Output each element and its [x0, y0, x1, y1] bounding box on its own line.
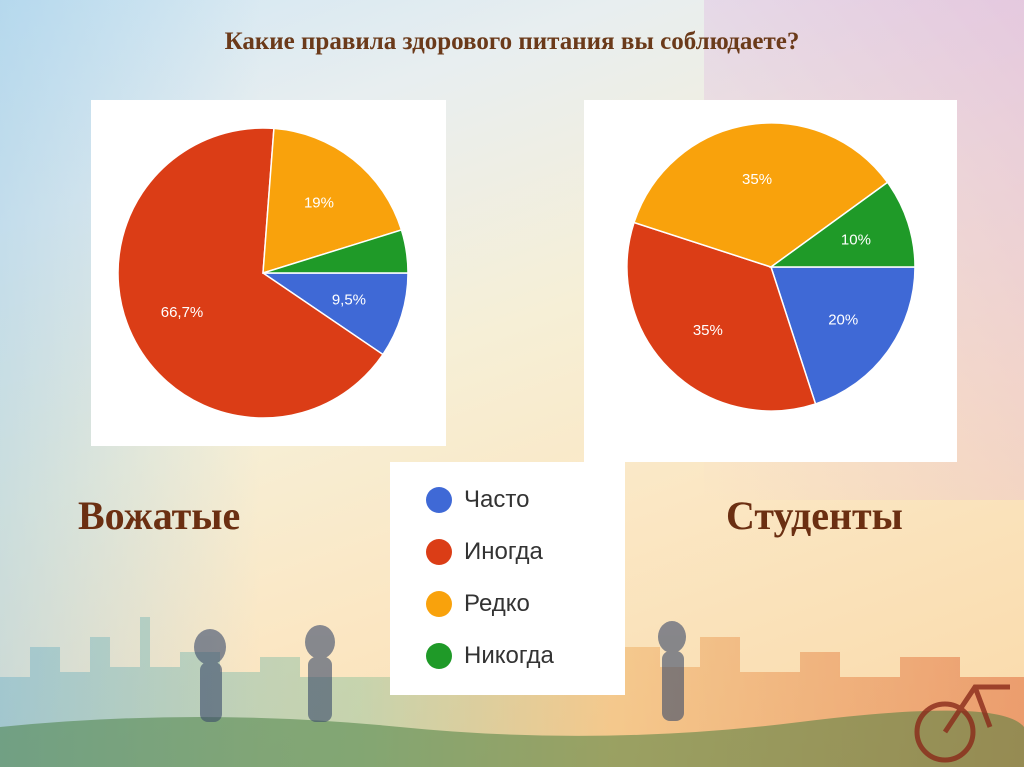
pie-data-label-studenty-redko: 35%	[742, 171, 772, 188]
pie-slice-vozhatye-chasto	[260, 272, 409, 356]
pie-slice-vozhatye-inogda	[117, 127, 384, 419]
group-label-studenty: Студенты	[726, 493, 903, 538]
pie-slice-vozhatye-nikogda	[262, 228, 409, 274]
legend-item-nikogda: Никогда	[426, 636, 554, 676]
group-label-vozhatye: Вожатые	[78, 493, 241, 538]
legend-swatch-nikogda	[426, 643, 452, 669]
pie-slice-studenty-inogda	[626, 221, 817, 412]
pie-slice-studenty-chasto	[769, 266, 916, 405]
pie-chart-vozhatye: 9,5% 66,7% 19%	[117, 127, 409, 419]
legend-item-chasto: Часто	[426, 480, 529, 520]
legend-label-nikogda: Никогда	[464, 642, 554, 669]
legend-swatch-chasto	[426, 487, 452, 513]
legend-label-inogda: Иногда	[464, 538, 543, 565]
pie-data-label-vozhatye-chasto: 9,5%	[332, 291, 366, 308]
page-title: Какие правила здорового питания вы соблю…	[224, 28, 800, 55]
legend-swatch-redko	[426, 591, 452, 617]
pie-slice-studenty-redko	[633, 122, 889, 268]
pie-data-label-studenty-nikogda: 10%	[841, 231, 871, 248]
pie-slice-vozhatye-redko	[262, 127, 403, 275]
legend-swatch-inogda	[426, 539, 452, 565]
legend-label-redko: Редко	[464, 590, 530, 617]
legend-item-redko: Редко	[426, 584, 530, 624]
legend-label-chasto: Часто	[464, 486, 530, 513]
pie-panel-vozhatye: 9,5% 66,7% 19%	[91, 100, 446, 446]
pie-data-label-studenty-chasto: 20%	[828, 311, 858, 328]
pie-slice-studenty-nikogda	[768, 181, 916, 268]
pie-data-label-vozhatye-redko: 19%	[304, 195, 334, 212]
chart-legend: Часто Иногда Редко Никогда	[390, 462, 625, 695]
legend-item-inogda: Иногда	[426, 532, 543, 572]
pie-chart-studenty: 20% 35% 35% 10%	[626, 122, 916, 412]
pie-panel-studenty: 20% 35% 35% 10%	[584, 100, 957, 462]
pie-data-label-vozhatye-inogda: 66,7%	[161, 304, 204, 321]
pie-data-label-studenty-inogda: 35%	[693, 322, 723, 339]
